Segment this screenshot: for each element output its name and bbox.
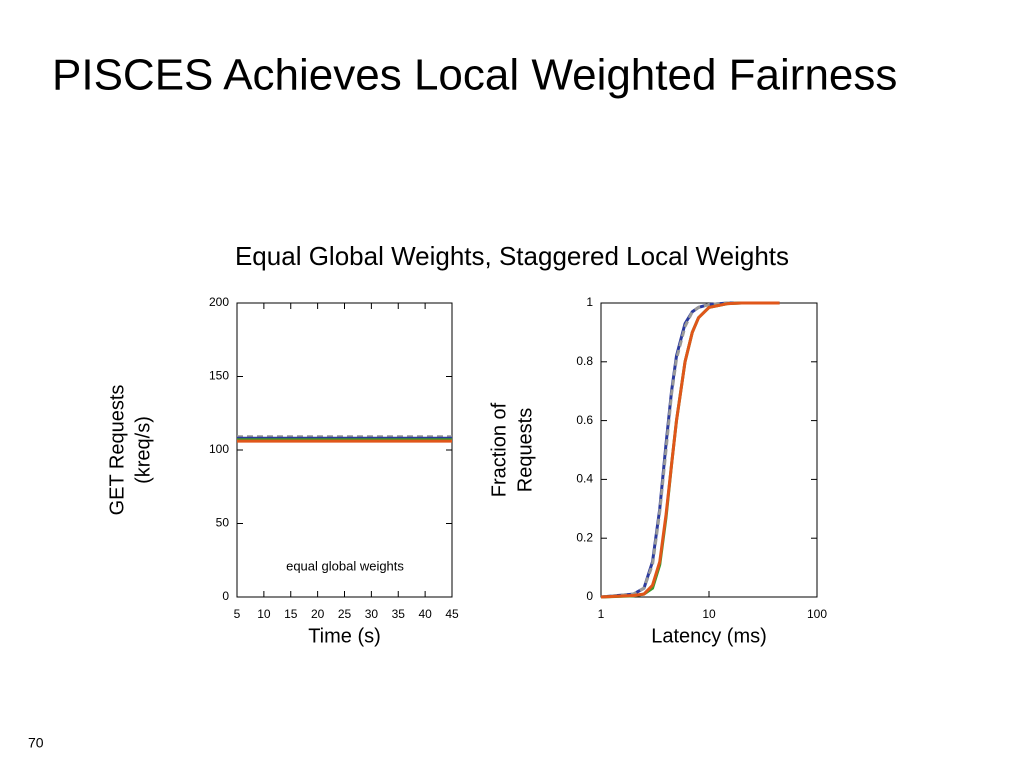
x-axis-label: Time (s) <box>308 625 381 647</box>
x-tick-label: 1 <box>598 607 605 621</box>
plot-frame <box>600 302 818 598</box>
slide-subtitle: Equal Global Weights, Staggered Local We… <box>235 241 789 271</box>
x-tick-label: 5 <box>234 607 241 621</box>
series-line <box>600 301 780 599</box>
slide-title: PISCES Achieves Local Weighted Fairness <box>52 51 897 100</box>
y-axis-label: Fraction of <box>488 402 510 497</box>
y-axis-label: Requests <box>514 408 536 493</box>
series-line <box>600 301 780 599</box>
series-line <box>600 301 780 599</box>
y-axis-label: (kreq/s) <box>132 416 154 484</box>
page-number: 70 <box>28 735 44 751</box>
x-axis-label: Latency (ms) <box>651 625 767 647</box>
y-axis-label: GET Requests <box>106 385 128 516</box>
series-line <box>600 301 780 599</box>
y-tick-label: 50 <box>216 516 230 530</box>
y-tick-label: 1 <box>586 295 593 309</box>
y-tick-label: 0 <box>586 589 593 603</box>
plot-frame <box>236 302 453 598</box>
x-tick-label: 20 <box>311 607 325 621</box>
x-tick-label: 10 <box>257 607 271 621</box>
annotation: equal global weights <box>286 558 404 573</box>
y-tick-label: 0 <box>222 589 229 603</box>
x-tick-label: 25 <box>338 607 352 621</box>
x-tick-label: 100 <box>807 607 827 621</box>
x-tick-label: 45 <box>445 607 459 621</box>
y-tick-label: 0.2 <box>576 530 593 544</box>
y-tick-label: 100 <box>209 442 229 456</box>
y-tick-label: 0.4 <box>576 472 593 486</box>
x-tick-label: 15 <box>284 607 298 621</box>
y-tick-label: 150 <box>209 369 229 383</box>
y-tick-label: 200 <box>209 295 229 309</box>
x-tick-label: 30 <box>365 607 379 621</box>
x-tick-label: 35 <box>392 607 406 621</box>
y-tick-label: 0.8 <box>576 354 593 368</box>
y-tick-label: 0.6 <box>576 413 593 427</box>
x-tick-label: 10 <box>702 607 716 621</box>
x-tick-label: 40 <box>418 607 432 621</box>
